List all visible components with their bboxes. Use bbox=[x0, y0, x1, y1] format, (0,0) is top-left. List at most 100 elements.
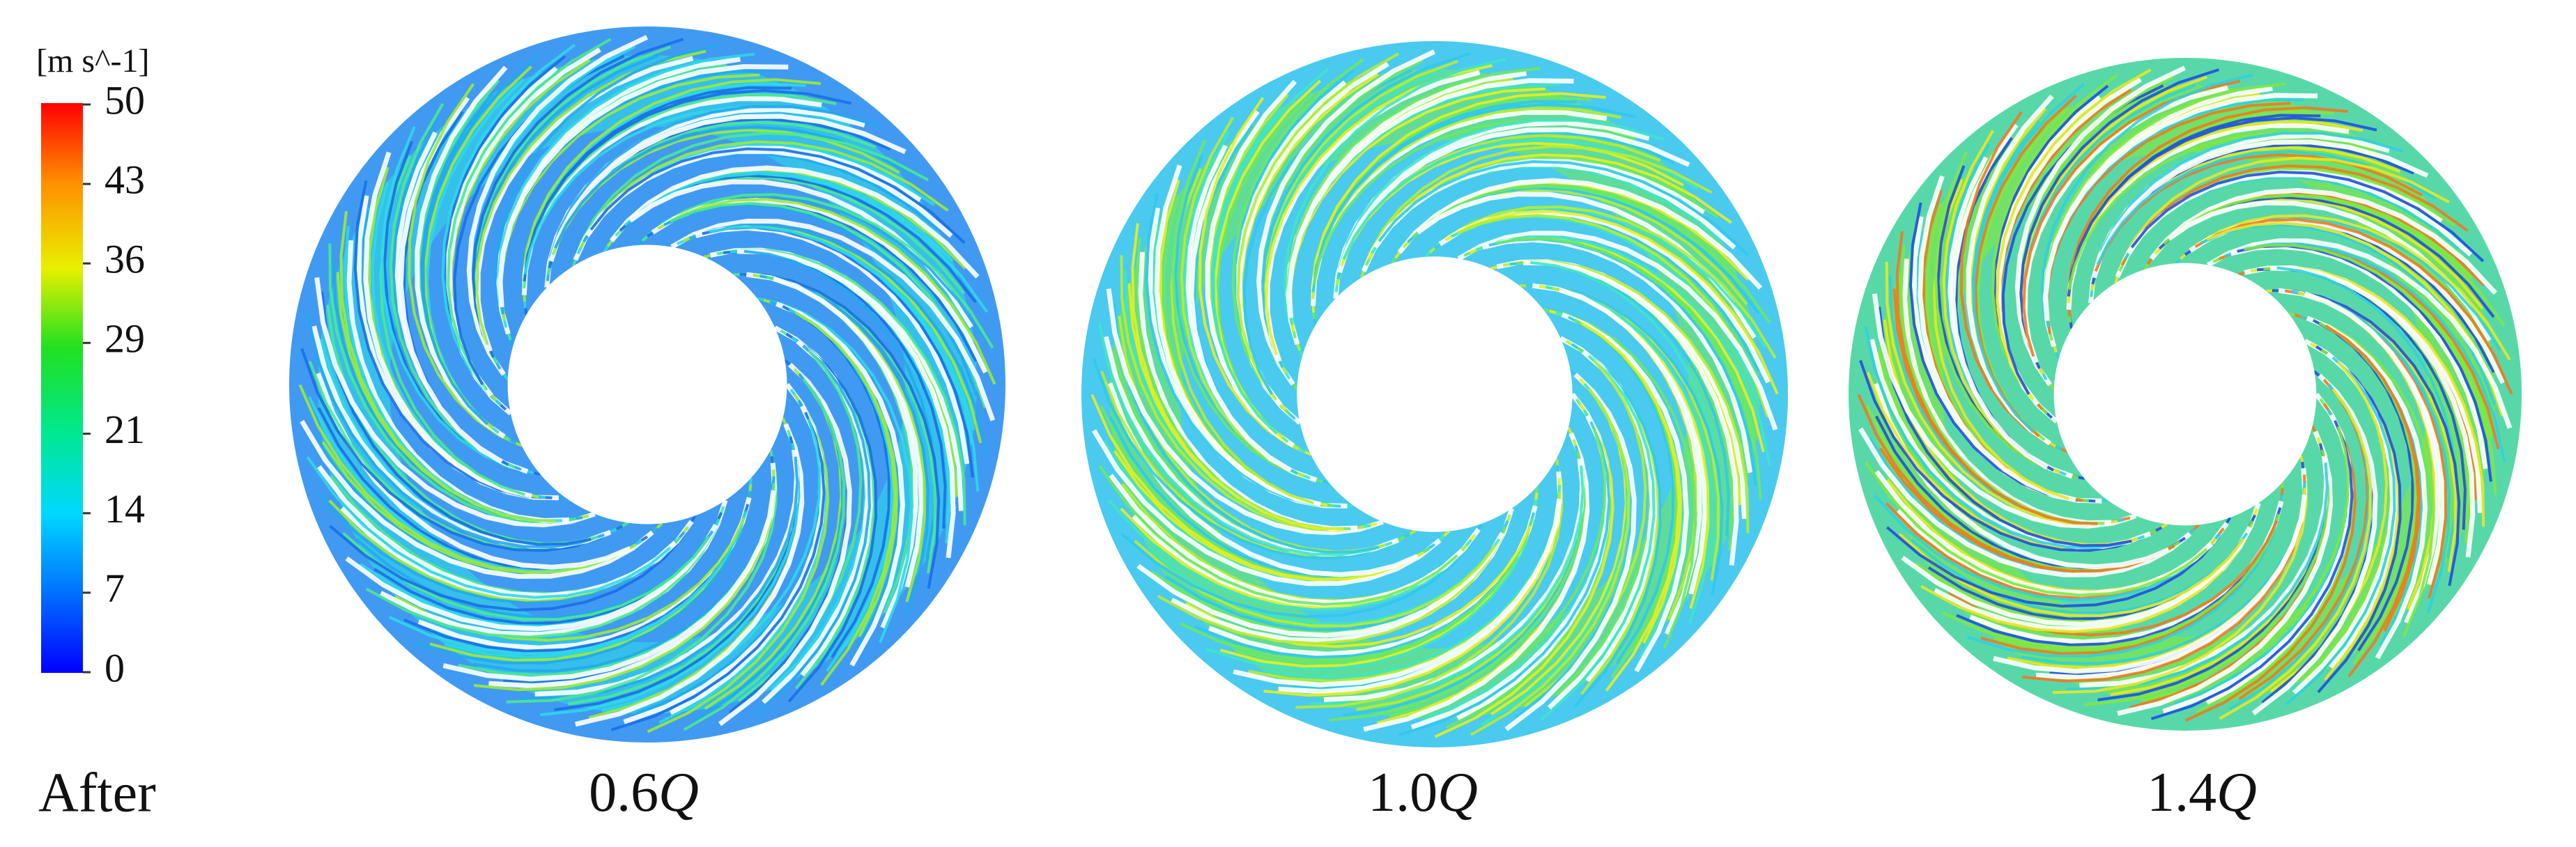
streamline bbox=[1334, 118, 1665, 293]
streamline bbox=[2315, 345, 2402, 694]
streamline bbox=[329, 515, 697, 612]
streamline bbox=[1106, 288, 1384, 536]
streamline bbox=[754, 344, 871, 716]
streamline bbox=[1231, 58, 1364, 416]
streamline bbox=[1540, 355, 1656, 722]
streamline bbox=[1097, 323, 1393, 557]
streamline bbox=[2206, 238, 2513, 429]
streamline bbox=[1885, 261, 2118, 526]
streamline bbox=[2043, 93, 2318, 321]
streamline bbox=[1457, 231, 1778, 431]
streamline bbox=[1434, 403, 1614, 738]
streamline bbox=[2052, 456, 2308, 694]
streamline bbox=[2091, 139, 2429, 279]
streamline bbox=[2117, 430, 2334, 716]
streamline bbox=[1180, 518, 1534, 662]
streamline bbox=[520, 456, 799, 700]
streamline bbox=[2285, 356, 2396, 706]
streamline bbox=[1265, 64, 1493, 356]
streamline bbox=[365, 506, 725, 639]
streamline bbox=[2022, 79, 2241, 357]
colorbar-tick-label: 43 bbox=[105, 157, 145, 202]
streamline bbox=[2306, 316, 2428, 660]
streamline bbox=[1134, 539, 1497, 628]
streamline bbox=[2304, 291, 2441, 624]
streamline bbox=[1918, 175, 2076, 503]
colorbar bbox=[41, 103, 83, 673]
streamline bbox=[1236, 52, 1400, 401]
streamline bbox=[2149, 187, 2497, 295]
streamline bbox=[1865, 461, 2208, 597]
streamline bbox=[1580, 321, 1681, 692]
streamline bbox=[709, 226, 980, 492]
streamline bbox=[757, 297, 913, 643]
streamline bbox=[1470, 388, 1630, 736]
streamline bbox=[1859, 359, 2163, 552]
colorbar-tick-label: 29 bbox=[105, 316, 145, 362]
streamline bbox=[1342, 139, 1699, 261]
streamline bbox=[1286, 78, 1574, 318]
streamline bbox=[683, 378, 846, 731]
streamline bbox=[1857, 394, 2175, 573]
streamline bbox=[794, 311, 897, 686]
streamline bbox=[1858, 427, 2192, 577]
panel-label: 0.6Q bbox=[589, 762, 699, 823]
streamline bbox=[1171, 139, 1323, 483]
streamline bbox=[2270, 265, 2476, 558]
streamline bbox=[1864, 326, 2145, 550]
streamline bbox=[2243, 244, 2497, 495]
panel-label-symbol: Q bbox=[1437, 762, 1478, 823]
streamline bbox=[2324, 324, 2420, 678]
streamline bbox=[388, 510, 748, 655]
streamline bbox=[1205, 79, 1297, 448]
flow-field bbox=[289, 26, 1005, 743]
streamline bbox=[1198, 97, 1312, 456]
streamline bbox=[2224, 242, 2506, 463]
streamline bbox=[2163, 194, 2506, 327]
streamline bbox=[339, 210, 555, 522]
streamline bbox=[1543, 308, 1697, 649]
streamline bbox=[1475, 235, 1772, 466]
streamline bbox=[1872, 293, 2137, 529]
streamline bbox=[1131, 223, 1344, 531]
streamline bbox=[1295, 458, 1564, 709]
streamline bbox=[1545, 286, 1713, 624]
streamline bbox=[389, 102, 516, 469]
streamline bbox=[624, 172, 989, 313]
streamline bbox=[472, 38, 684, 358]
streamline bbox=[2067, 116, 2377, 297]
streamline bbox=[1309, 465, 1584, 706]
streamline bbox=[1311, 102, 1637, 293]
streamline bbox=[716, 248, 966, 526]
streamline bbox=[1136, 531, 1505, 638]
streamline bbox=[1120, 255, 1364, 532]
streamline bbox=[398, 96, 504, 464]
streamline bbox=[441, 43, 576, 407]
panel-label-symbol: Q bbox=[2216, 762, 2257, 823]
streamline bbox=[759, 274, 930, 617]
streamline bbox=[1154, 164, 1322, 507]
streamline bbox=[1898, 532, 2245, 617]
streamline bbox=[546, 105, 880, 281]
streamline bbox=[610, 412, 826, 731]
streamline bbox=[775, 301, 905, 667]
panel-label-number: 0.6 bbox=[589, 762, 658, 823]
streamline bbox=[1212, 67, 1329, 435]
streamline bbox=[1107, 499, 1472, 612]
streamline bbox=[1256, 49, 1436, 386]
streamline bbox=[1885, 516, 2232, 608]
streamline bbox=[447, 38, 612, 391]
streamline bbox=[1378, 160, 1749, 256]
streamline bbox=[553, 125, 915, 249]
panels: 0.6Q 1.0Q 1.4Q bbox=[289, 26, 2522, 823]
colorbar-ticks: 50 43 36 29 21 14 7 0 bbox=[83, 77, 145, 690]
streamline bbox=[1525, 283, 1724, 596]
streamline bbox=[466, 35, 649, 376]
streamline bbox=[300, 419, 654, 580]
streamline bbox=[2219, 388, 2373, 720]
streamline bbox=[736, 249, 956, 559]
streamline bbox=[2130, 170, 2485, 263]
streamline bbox=[1966, 94, 2054, 446]
streamline bbox=[1991, 74, 2118, 415]
